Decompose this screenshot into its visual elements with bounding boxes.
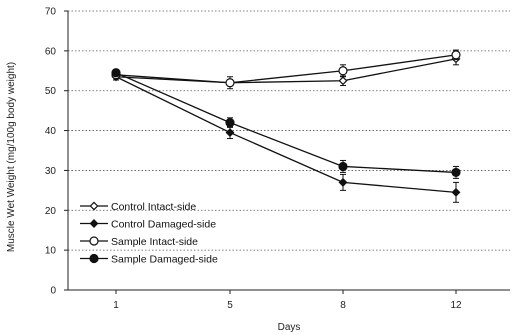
data-point (225, 128, 235, 138)
legend-marker (89, 253, 99, 264)
grid-layer (68, 10, 510, 251)
y-tick-label: 40 (45, 126, 57, 137)
y-tick-label: 60 (45, 46, 57, 57)
legend-label: Sample Intact-side (111, 236, 198, 248)
series-line (115, 72, 457, 174)
x-axis-title: Days (278, 322, 301, 333)
x-tick-label: 12 (450, 300, 462, 311)
legend-label: Sample Damaged-side (111, 254, 218, 266)
y-tick-label: 30 (45, 166, 57, 177)
x-tick-label: 8 (340, 300, 346, 311)
legend-marker (89, 201, 99, 211)
series-line (115, 58, 457, 84)
series-sample-damaged-side (111, 68, 461, 179)
axis-layer: 0 10 20 30 40 50 60 70 1 5 8 12 (45, 7, 510, 311)
data-point (451, 187, 461, 197)
data-point (225, 117, 235, 128)
legend-item: Sample Intact-side (80, 236, 198, 248)
series-line (115, 54, 457, 84)
series-sample-intact-side (111, 49, 461, 90)
x-tick-label: 1 (113, 300, 119, 311)
data-point (338, 161, 348, 172)
legend-marker (89, 236, 99, 246)
series-control-intact-side (111, 52, 461, 88)
data-point (338, 66, 348, 76)
legend-label: Control Intact-side (111, 201, 196, 213)
legend-label: Control Damaged-side (111, 219, 216, 231)
legend-item: Sample Damaged-side (80, 254, 218, 266)
data-point (338, 76, 348, 86)
legend-item: Control Damaged-side (80, 219, 216, 231)
legend: Control Intact-side Control Damaged-side S… (80, 201, 218, 266)
y-tick-label: 20 (45, 206, 57, 217)
x-tick-label: 5 (227, 300, 233, 311)
data-point (225, 78, 235, 88)
data-point (338, 177, 348, 187)
y-tick-label: 70 (45, 7, 57, 18)
y-tick-label: 50 (45, 86, 57, 97)
y-axis-title: Muscle Wet Weight (mg/100g body weight) (6, 62, 17, 252)
series-line (115, 76, 457, 193)
y-tick-label: 0 (50, 286, 56, 297)
legend-marker (89, 219, 99, 228)
data-point (111, 68, 121, 78)
series-control-damaged-side (111, 72, 461, 203)
data-point (451, 167, 461, 178)
data-point (451, 50, 461, 60)
legend-item: Control Intact-side (80, 201, 196, 213)
series-layer (111, 49, 461, 203)
y-tick-label: 10 (45, 246, 57, 257)
